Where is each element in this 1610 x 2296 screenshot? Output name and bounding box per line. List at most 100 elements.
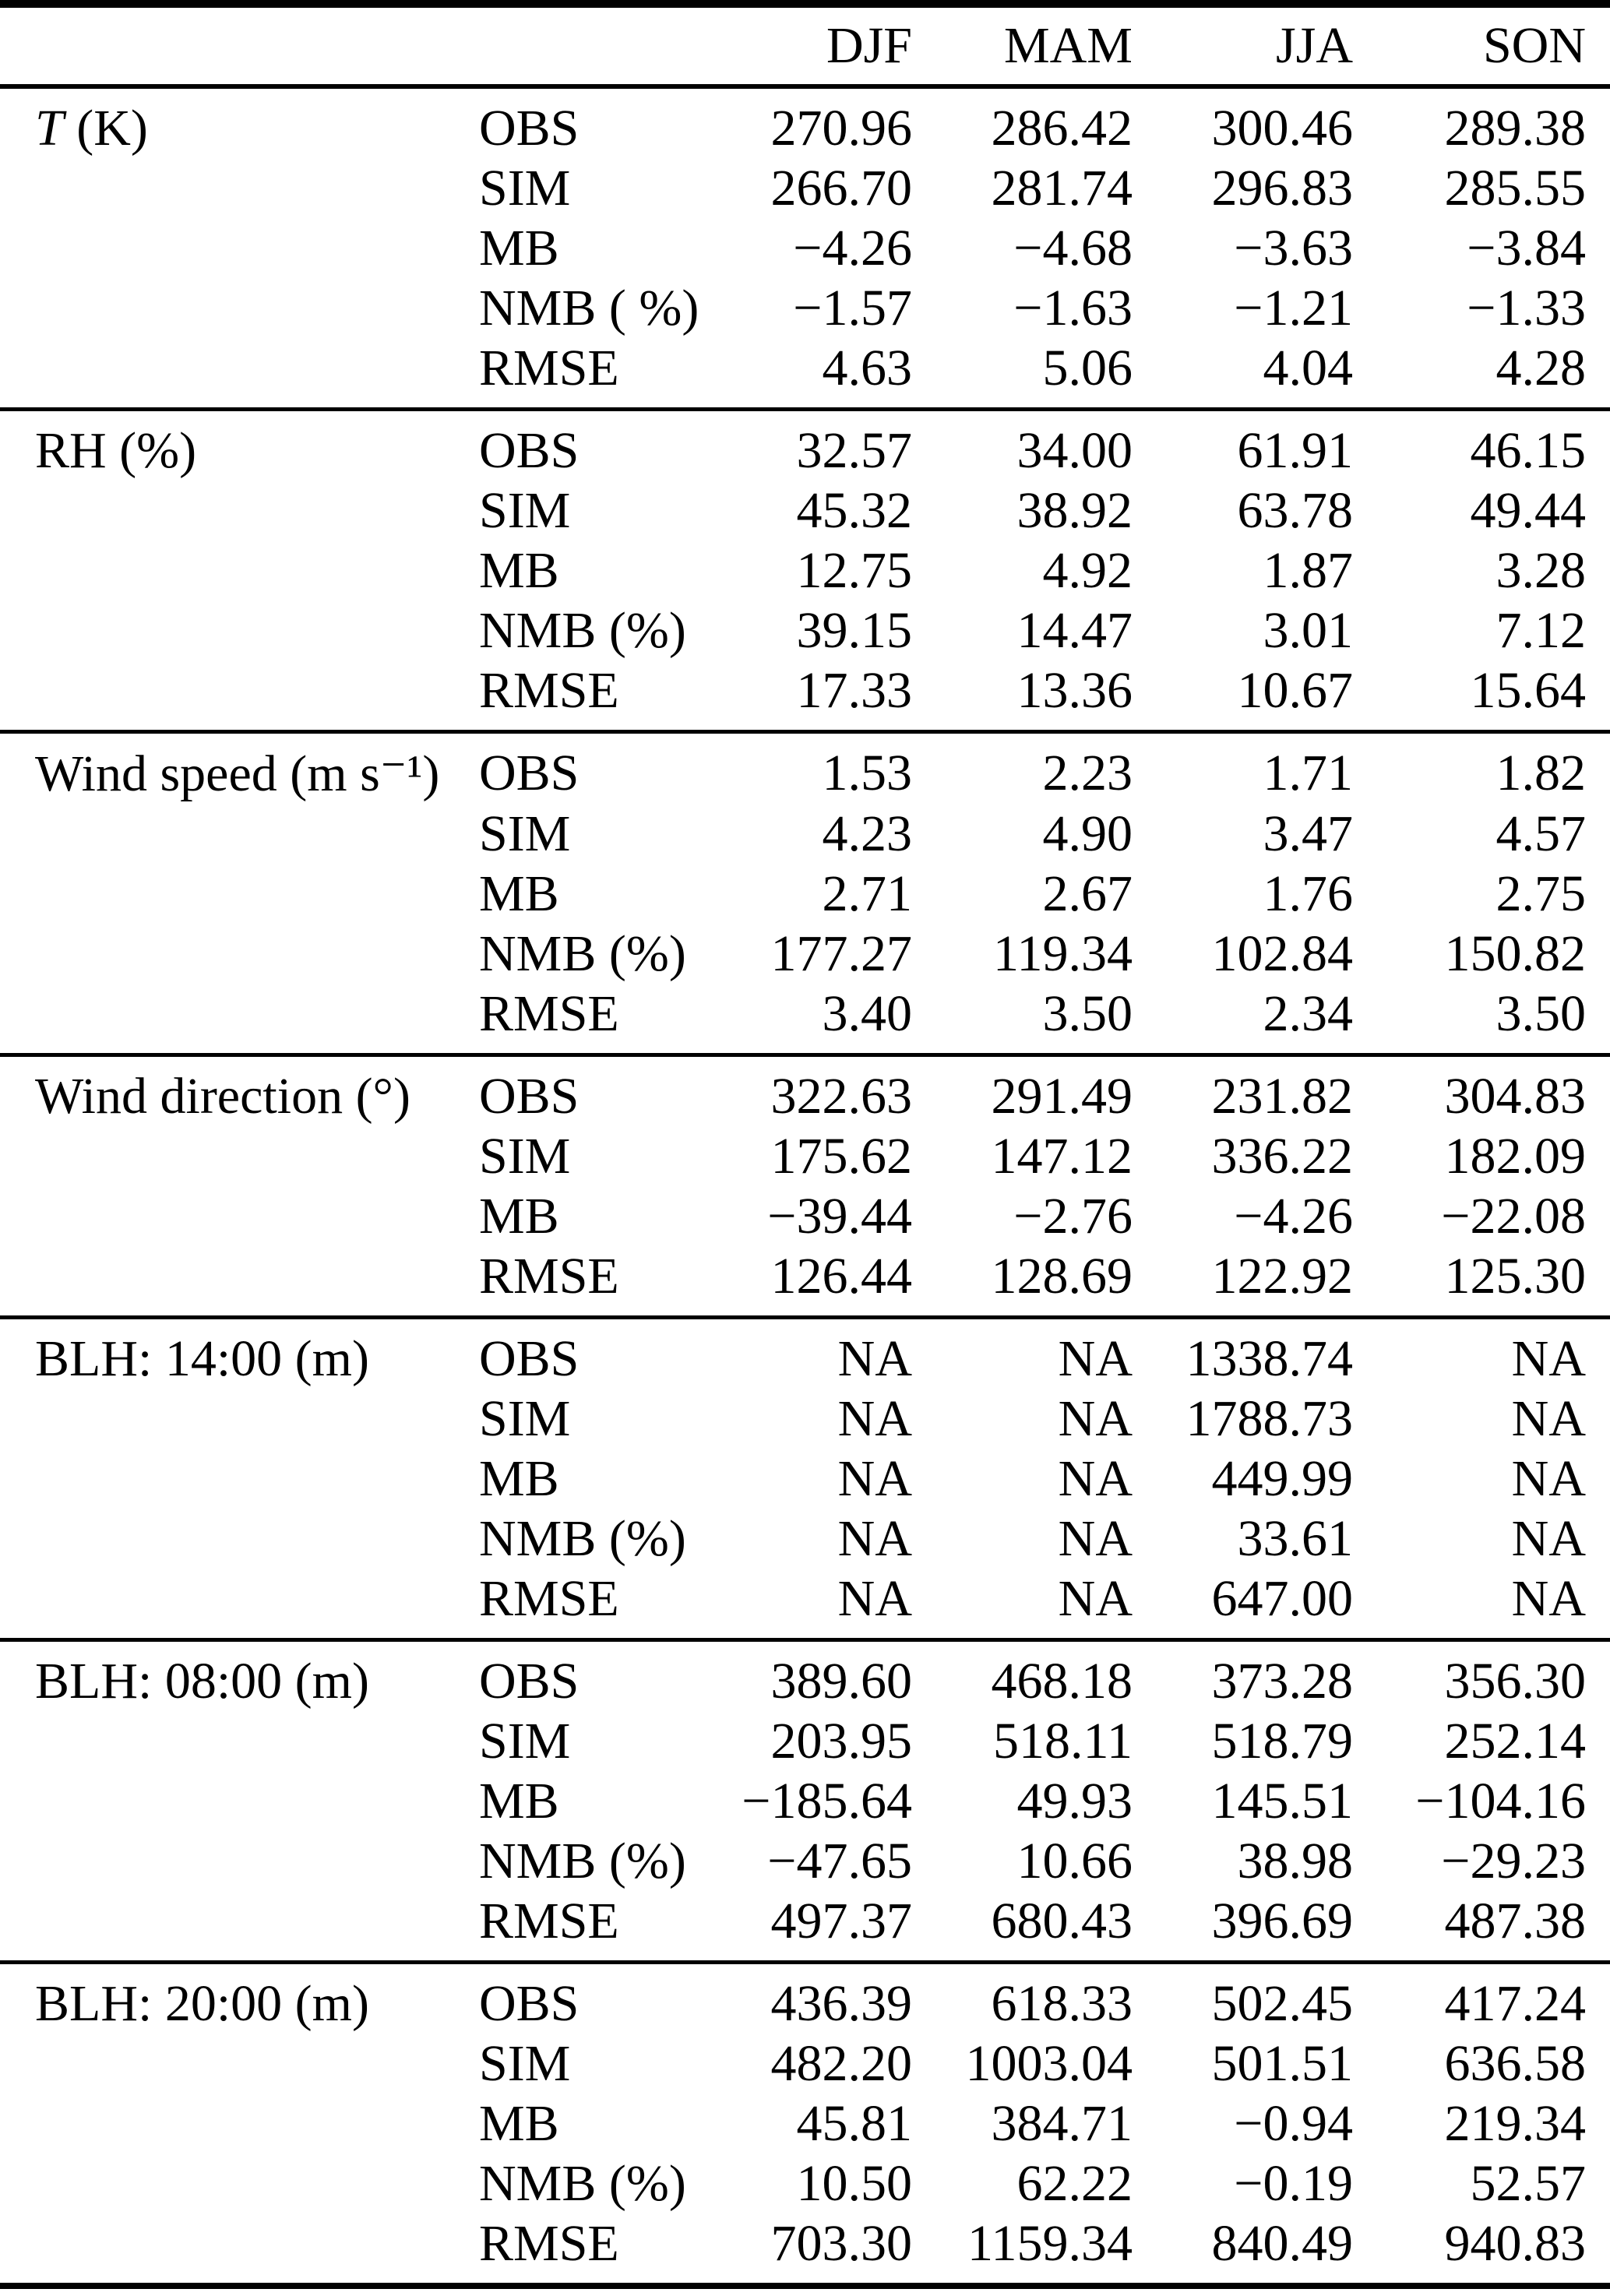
variable-label-cell	[0, 1711, 479, 1771]
value-cell: 12.75	[796, 541, 913, 599]
value-cell: 182.09	[1444, 1127, 1587, 1185]
variable-label-cell	[0, 984, 479, 1055]
value-cell: 4.63	[822, 339, 913, 396]
value-cell: 4.04	[1263, 339, 1354, 396]
table-row: NMB (%) 39.15 14.47 3.01 7.12	[0, 600, 1610, 660]
variable-label-cell	[0, 864, 479, 924]
stat-label-cell: SIM	[479, 481, 571, 539]
value-cell: NA	[837, 1449, 912, 1507]
value-cell: 203.95	[770, 1712, 913, 1770]
variable-label-cell: RH (%)	[0, 410, 479, 481]
table-row: RMSE 703.30 1159.34 840.49 940.83	[0, 2213, 1610, 2286]
value-cell: 296.83	[1211, 159, 1354, 217]
variable-label-cell	[0, 1389, 479, 1449]
variable-label-cell	[0, 481, 479, 541]
value-cell: 396.69	[1211, 1892, 1354, 1949]
value-cell: 373.28	[1211, 1652, 1354, 1710]
variable-label-italic: T	[35, 99, 64, 157]
value-cell: 119.34	[992, 924, 1133, 982]
season-column-header-djf: DJF	[826, 17, 912, 74]
value-cell: 125.30	[1444, 1247, 1587, 1305]
value-cell: 389.60	[770, 1652, 913, 1710]
stat-label-cell: NMB (%)	[479, 1832, 686, 1889]
value-cell: 4.28	[1496, 339, 1587, 396]
value-cell: 49.44	[1470, 481, 1587, 539]
value-cell: 518.11	[992, 1712, 1133, 1770]
value-cell: 680.43	[991, 1892, 1133, 1949]
value-cell: NA	[1511, 1329, 1586, 1387]
table-row: NMB ( %) −1.57 −1.63 −1.21 −1.33	[0, 278, 1610, 338]
value-cell: 1.87	[1263, 541, 1354, 599]
value-cell: 487.38	[1444, 1892, 1587, 1949]
value-cell: 940.83	[1444, 2214, 1587, 2272]
value-cell: −185.64	[742, 1772, 912, 1829]
value-cell: 618.33	[991, 1974, 1133, 2032]
stat-label-cell: RMSE	[479, 1569, 619, 1627]
value-cell: 150.82	[1444, 924, 1587, 982]
variable-label-cell	[0, 804, 479, 864]
value-cell: 840.49	[1211, 2214, 1354, 2272]
value-cell: 10.50	[796, 2154, 913, 2212]
value-cell: 126.44	[770, 1247, 913, 1305]
stat-label-cell: RMSE	[479, 984, 619, 1042]
value-cell: NA	[837, 1509, 912, 1567]
variable-column-header	[0, 4, 479, 86]
value-cell: 3.01	[1263, 601, 1354, 659]
value-cell: 1.53	[822, 745, 913, 801]
table-row: RMSE 4.63 5.06 4.04 4.28	[0, 338, 1610, 410]
value-cell: −1.33	[1467, 279, 1586, 336]
variable-section: Wind direction (°) OBS 322.63 291.49 231.82 3…	[0, 1055, 1610, 1318]
variable-label-cell	[0, 1509, 479, 1569]
variable-label: RH (%)	[35, 421, 197, 479]
value-cell: −104.16	[1415, 1772, 1586, 1829]
table-row: RMSE 497.37 680.43 396.69 487.38	[0, 1891, 1610, 1963]
table-row: RMSE 17.33 13.36 10.67 15.64	[0, 660, 1610, 732]
value-cell: 45.32	[796, 481, 913, 539]
variable-section: BLH: 14:00 (m) OBS NA NA 1338.74 NA SIM NA NA 178…	[0, 1317, 1610, 1640]
value-cell: 175.62	[770, 1127, 913, 1185]
stat-label-cell: OBS	[479, 99, 580, 157]
stat-label-cell: MB	[479, 1187, 559, 1245]
value-cell: 219.34	[1444, 2094, 1587, 2152]
table-row: SIM 266.70 281.74 296.83 285.55	[0, 158, 1610, 218]
value-cell: −1.57	[793, 279, 912, 336]
value-cell: 10.67	[1237, 661, 1354, 719]
variable-label-cell	[0, 1126, 479, 1186]
value-cell: 286.42	[991, 99, 1133, 157]
table-row: T (K) OBS 270.96 286.42 300.46 289.38	[0, 86, 1610, 158]
value-cell: 39.15	[796, 601, 913, 659]
table-row: MB NA NA 449.99 NA	[0, 1449, 1610, 1509]
variable-label-cell: Wind direction (°)	[0, 1055, 479, 1127]
value-cell: 502.45	[1211, 1974, 1354, 2032]
value-cell: 38.98	[1237, 1832, 1354, 1889]
value-cell: 304.83	[1444, 1067, 1587, 1125]
value-cell: 436.39	[770, 1974, 913, 2032]
stat-label-cell: NMB (%)	[479, 2154, 686, 2212]
table-row: BLH: 20:00 (m) OBS 436.39 618.33 502.45 417.2…	[0, 1963, 1610, 2034]
value-cell: 300.46	[1211, 99, 1354, 157]
value-cell: −2.76	[1013, 1187, 1133, 1245]
table-row: MB −4.26 −4.68 −3.63 −3.84	[0, 218, 1610, 278]
value-cell: −39.44	[767, 1187, 912, 1245]
table-row: Wind direction (°) OBS 322.63 291.49 231.82 3…	[0, 1055, 1610, 1127]
value-cell: NA	[837, 1569, 912, 1627]
value-cell: 49.93	[1016, 1772, 1133, 1829]
table-row: SIM 175.62 147.12 336.22 182.09	[0, 1126, 1610, 1186]
variable-label-cell	[0, 1831, 479, 1891]
variable-label-cell	[0, 2034, 479, 2094]
variable-section: T (K) OBS 270.96 286.42 300.46 289.38 SIM 266.7…	[0, 86, 1610, 410]
value-cell: NA	[1511, 1449, 1586, 1507]
variable-section: BLH: 08:00 (m) OBS 389.60 468.18 373.28 356.3…	[0, 1639, 1610, 1963]
stat-label-cell: MB	[479, 2094, 559, 2152]
value-cell: 518.79	[1211, 1712, 1354, 1770]
value-cell: 1.76	[1263, 865, 1354, 922]
value-cell: −0.94	[1234, 2094, 1353, 2152]
value-cell: 703.30	[770, 2214, 913, 2272]
value-cell: 281.74	[991, 159, 1133, 217]
variable-label-cell: Wind speed (m s⁻¹)	[0, 732, 479, 805]
value-cell: −47.65	[767, 1832, 912, 1889]
stat-label-cell: NMB ( %)	[479, 279, 699, 336]
table-row: RMSE 126.44 128.69 122.92 125.30	[0, 1246, 1610, 1318]
variable-label-cell	[0, 2213, 479, 2286]
